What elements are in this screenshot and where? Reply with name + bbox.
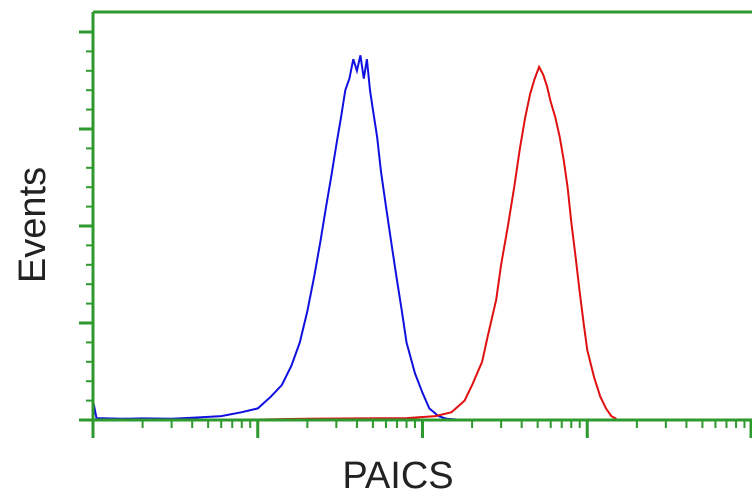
series-layer bbox=[92, 55, 617, 421]
axes-layer bbox=[79, 10, 752, 438]
y-axis-title: Events bbox=[12, 167, 54, 283]
x-axis-title: PAICS bbox=[342, 455, 453, 497]
series-line-2 bbox=[208, 64, 617, 421]
series-line-1 bbox=[92, 55, 465, 421]
